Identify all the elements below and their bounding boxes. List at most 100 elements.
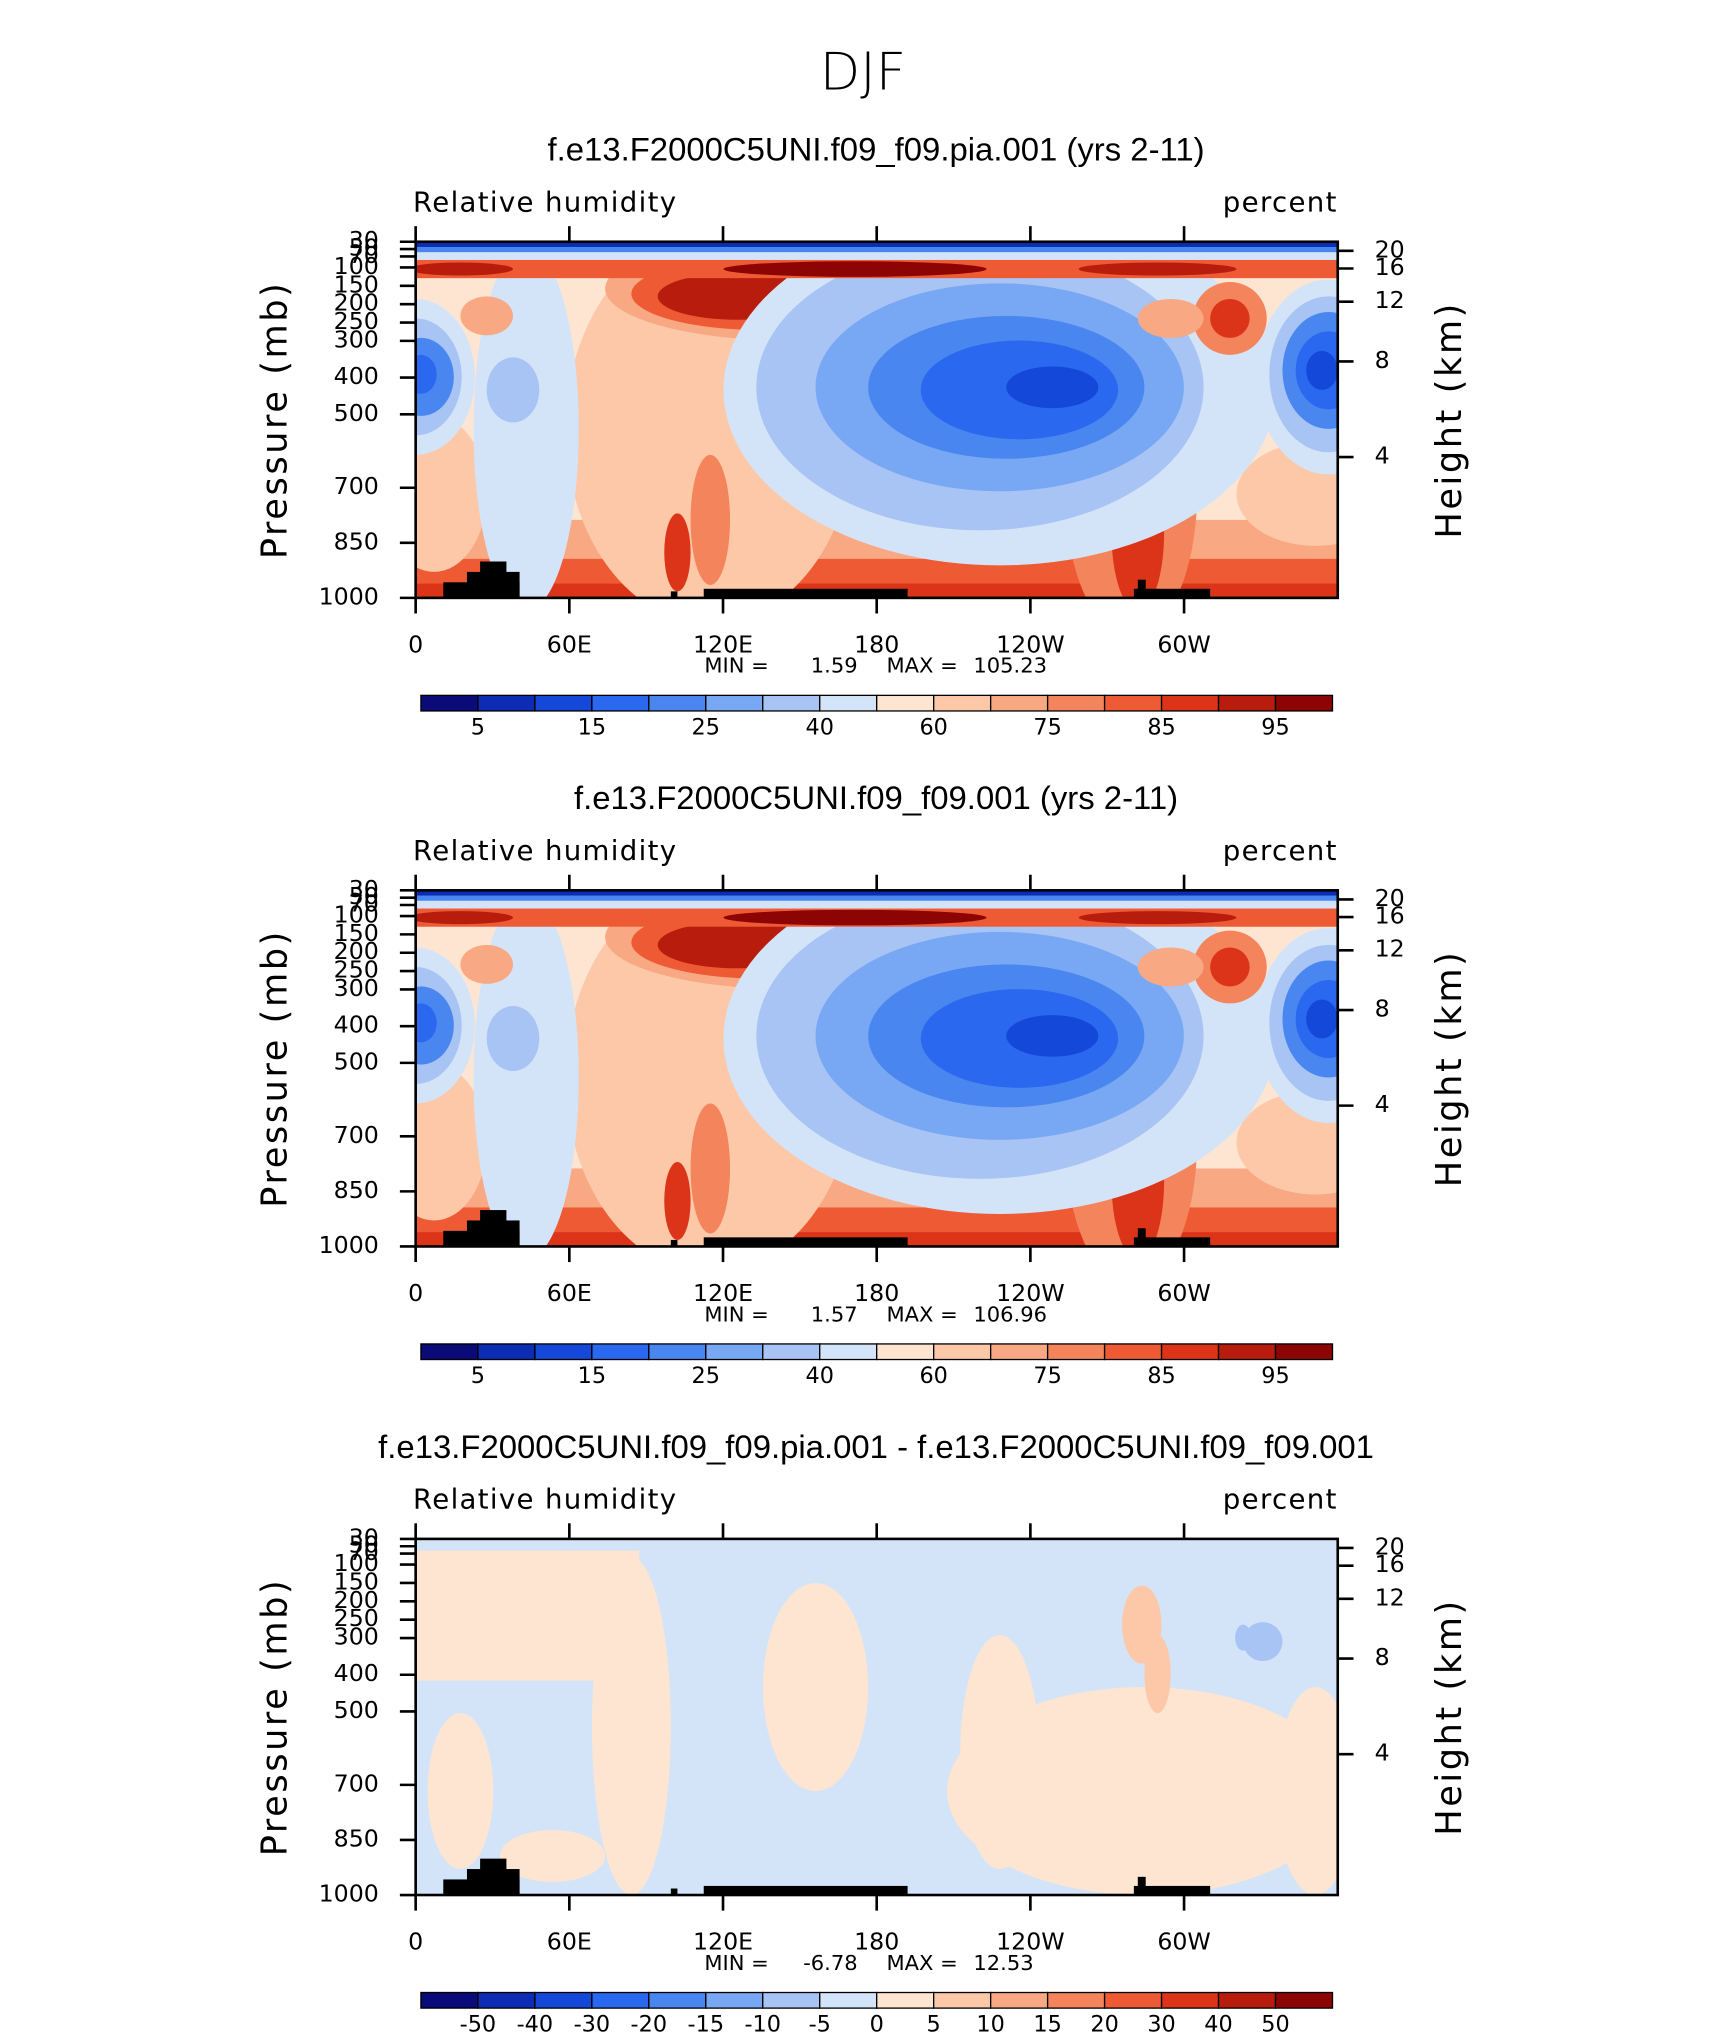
- colorbar-box: [591, 694, 650, 712]
- colorbar-label: 30: [1147, 2012, 1175, 2038]
- colorbar-box: [1160, 1991, 1220, 2009]
- contour-region: [415, 415, 487, 572]
- contour-region: [762, 1583, 869, 1792]
- colorbar-label: 95: [1261, 714, 1289, 740]
- colorbar-label: -20: [631, 2012, 668, 2038]
- panel-title: f.e13.F2000C5UNI.f09_f09.pia.001 (yrs 2-…: [547, 131, 1204, 168]
- topography: [480, 561, 507, 598]
- topography: [670, 1888, 678, 1896]
- x-tick-label: 0: [408, 1279, 423, 1307]
- colorbar-box: [420, 1991, 479, 2009]
- topography: [1137, 1228, 1146, 1247]
- y-tick-label: 1000: [319, 582, 379, 610]
- x-tick-label: 60E: [547, 1928, 592, 1956]
- y-tick-label: 300: [334, 1623, 379, 1651]
- colorbar-box: [648, 1991, 707, 2009]
- contour-region: [415, 262, 513, 276]
- contour-region: [1235, 1624, 1251, 1651]
- y-tick-label: 70: [349, 890, 379, 918]
- contour-region: [499, 1830, 606, 1883]
- contour-region: [960, 1635, 1040, 1870]
- colorbar-box: [1046, 1991, 1106, 2009]
- colorbar-box: [477, 1991, 536, 2009]
- y-tick-label: 700: [334, 1769, 379, 1797]
- colorbar-box: [648, 694, 707, 712]
- colorbar-label: -10: [745, 2012, 782, 2038]
- contour-region: [460, 296, 513, 336]
- colorbar-box: [933, 694, 992, 712]
- colorbar-box: [762, 694, 821, 712]
- contour-region: [690, 454, 731, 585]
- y2-axis-label: Height (km): [1429, 301, 1470, 539]
- topography: [703, 1237, 908, 1247]
- colorbar-box: [705, 1343, 764, 1361]
- topography: [480, 1210, 507, 1247]
- y-tick-label: 1000: [319, 1880, 379, 1908]
- y-tick-label: 500: [334, 399, 379, 427]
- contour-region: [415, 354, 437, 394]
- colorbar-label: 40: [806, 714, 834, 740]
- colorbar-label: -5: [809, 2012, 831, 2038]
- colorbar-label: 15: [578, 1363, 606, 1389]
- colorbar-box: [989, 694, 1049, 712]
- contour-region: [415, 1003, 437, 1043]
- variable-label: Relative humidity: [413, 836, 677, 867]
- topography: [703, 588, 908, 598]
- y2-tick-label: 8: [1375, 346, 1390, 374]
- y-axis-label: Pressure (mb): [254, 1578, 295, 1857]
- y-tick-label: 400: [334, 362, 379, 390]
- y-tick-label: 150: [334, 919, 379, 947]
- contour-region: [1210, 298, 1250, 338]
- y2-tick-label: 12: [1375, 1583, 1405, 1611]
- colorbar-label: 40: [1204, 2012, 1232, 2038]
- colorbar-label: 60: [919, 1363, 947, 1389]
- contour-field: [415, 1538, 1338, 1896]
- colorbar-box: [1274, 694, 1334, 712]
- colorbar-label: -40: [517, 2012, 554, 2038]
- y2-axis-label: Height (km): [1429, 1598, 1470, 1836]
- x-tick-label: 60W: [1157, 1928, 1211, 1956]
- contour-region: [723, 261, 987, 277]
- y-tick-label: 30: [349, 875, 379, 903]
- panel-title: f.e13.F2000C5UNI.f09_f09.001 (yrs 2-11): [574, 779, 1178, 816]
- colorbar-box: [933, 1991, 992, 2009]
- x-tick-label: 120W: [996, 1928, 1065, 1956]
- contour-region: [1078, 911, 1237, 925]
- colorbar-box: [876, 1991, 935, 2009]
- colorbar-box: [819, 694, 878, 712]
- y-tick-label: 50: [349, 882, 379, 910]
- topography: [670, 1239, 678, 1247]
- contour-region: [664, 1161, 691, 1240]
- colorbar-label: 85: [1147, 1363, 1175, 1389]
- contour-region: [1078, 262, 1237, 276]
- x-tick-label: 60E: [547, 1279, 592, 1307]
- contour-region: [1144, 1635, 1171, 1714]
- y2-tick-label: 20: [1375, 235, 1405, 263]
- y-tick-label: 30: [349, 1523, 379, 1551]
- y-tick-label: 250: [334, 307, 379, 335]
- y2-tick-label: 12: [1375, 286, 1405, 314]
- x-tick-label: 180: [854, 1928, 899, 1956]
- x-tick-label: 180: [854, 1279, 899, 1307]
- y-tick-label: 400: [334, 1659, 379, 1687]
- colorbar-label: 15: [578, 714, 606, 740]
- colorbar-label: 20: [1090, 2012, 1118, 2038]
- y-tick-label: 200: [334, 1586, 379, 1614]
- contour-region: [690, 1103, 731, 1234]
- colorbar-label: 25: [692, 714, 720, 740]
- y-tick-label: 70: [349, 241, 379, 269]
- contour-field: [415, 241, 1338, 598]
- y-axis-label: Pressure (mb): [254, 929, 295, 1208]
- colorbar-label: 40: [806, 1363, 834, 1389]
- y2-tick-label: 8: [1375, 995, 1390, 1023]
- y-tick-label: 300: [334, 325, 379, 353]
- colorbar-label: 95: [1261, 1363, 1289, 1389]
- colorbar-box: [876, 1343, 935, 1361]
- colorbar-box: [1046, 694, 1106, 712]
- max-value: 106.96: [973, 1302, 1047, 1326]
- colorbar-label: 5: [471, 714, 485, 740]
- contour-region: [415, 890, 1338, 896]
- y-tick-label: 200: [334, 937, 379, 965]
- colorbar-label: 10: [976, 2012, 1004, 2038]
